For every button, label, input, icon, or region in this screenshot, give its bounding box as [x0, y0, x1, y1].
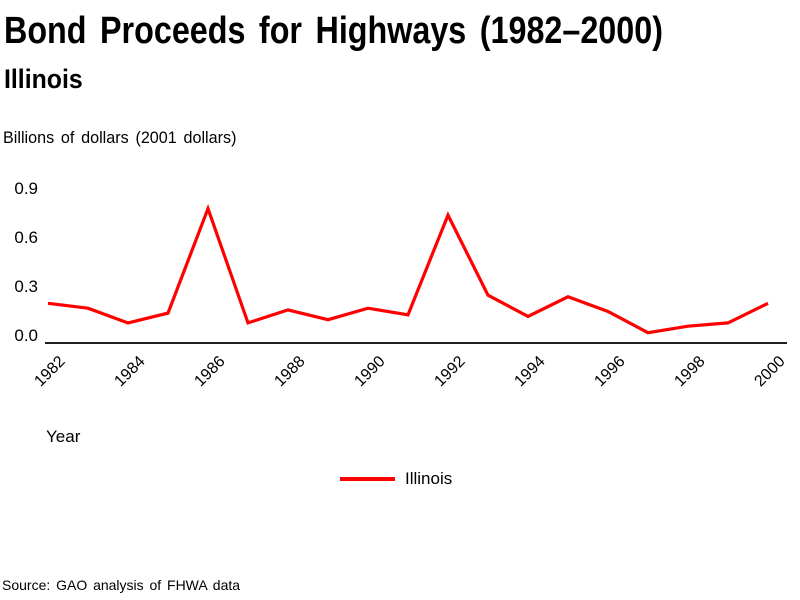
chart-title: Bond Proceeds for Highways (1982–2000)	[4, 10, 663, 52]
chart-subtitle: Illinois	[4, 64, 83, 94]
legend: Illinois	[340, 469, 452, 489]
legend-label: Illinois	[405, 469, 453, 488]
illinois-line-series	[47, 203, 769, 335]
y-axis-unit-label: Billions of dollars (2001 dollars)	[3, 128, 237, 147]
y-tick-label: 0.6	[14, 228, 38, 247]
legend-line-swatch	[340, 477, 395, 481]
y-tick-label: 0.3	[14, 277, 38, 296]
y-tick-label: 0.0	[14, 326, 38, 345]
x-axis-title: Year	[46, 427, 81, 446]
y-tick-label: 0.9	[14, 179, 38, 198]
source-note: Source: GAO analysis of FHWA data	[2, 577, 241, 593]
